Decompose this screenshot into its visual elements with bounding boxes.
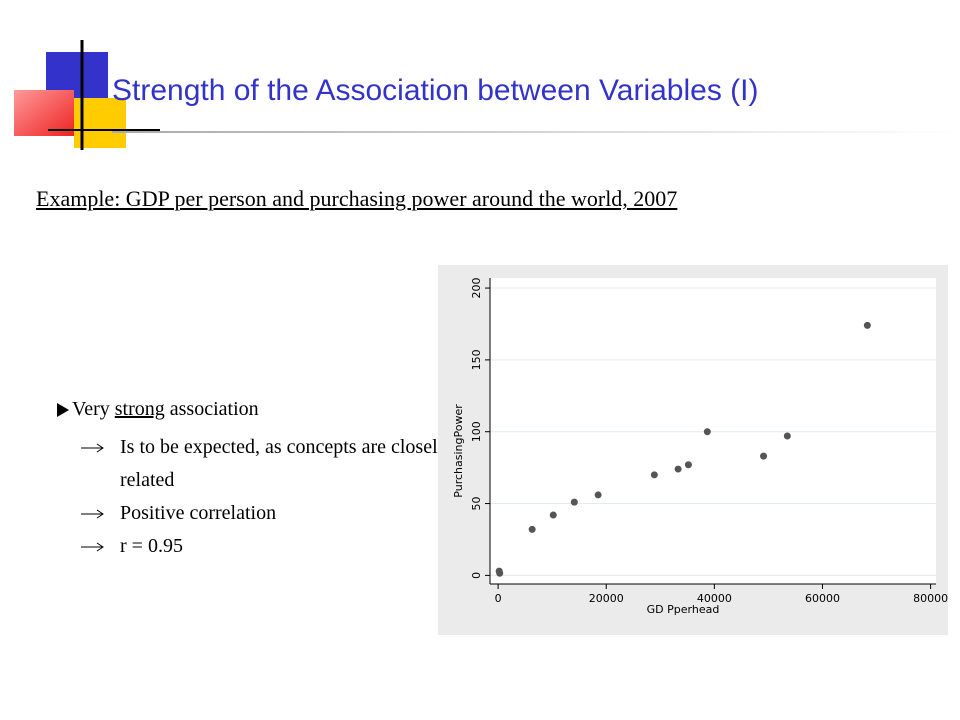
y-tick-label: 150: [470, 349, 483, 370]
y-axis-label: PurchasingPower: [452, 404, 465, 498]
point: [674, 465, 682, 473]
text: Very: [72, 398, 115, 420]
x-tick-label: 0: [495, 592, 502, 605]
x-tick-label: 60000: [805, 592, 840, 605]
subtitle: Example: GDP per person and purchasing p…: [36, 186, 678, 211]
bullet-text: Very strong association: [72, 398, 259, 421]
y-tick-label: 0: [470, 572, 483, 579]
title-rule: [112, 131, 960, 133]
sub-bullet-text: Positive correlation: [120, 502, 277, 524]
sub-bullet-text: Is to be expected, as concepts are close…: [120, 436, 448, 491]
arrow-icon: [81, 542, 104, 552]
point: [684, 461, 692, 469]
chart: 0 50 100 150 200 0 20000 40000 60000 80000 GD Pper…: [438, 265, 948, 635]
sub-bullet-text: r = 0.95: [120, 535, 183, 557]
point: [703, 428, 711, 436]
point: [570, 498, 578, 506]
arrow-icon: [81, 509, 104, 519]
slide-title: Strength of the Association between Vari…: [112, 74, 759, 107]
logo-red: [14, 90, 74, 136]
point: [863, 321, 871, 329]
point: [594, 491, 602, 499]
point: [549, 511, 557, 519]
x-axis-label: GD Pperhead: [647, 603, 720, 616]
x-tick-label: 80000: [913, 592, 948, 605]
point: [496, 569, 504, 577]
y-tick-label: 50: [470, 497, 483, 511]
arrow-icon: [81, 443, 104, 453]
bullet-icon: [57, 403, 69, 417]
x-tick-label: 40000: [697, 592, 732, 605]
point: [528, 525, 536, 533]
x-tick-label: 20000: [589, 592, 624, 605]
logo: [14, 40, 960, 150]
y-tick-label: 100: [470, 421, 483, 442]
point: [783, 432, 791, 440]
point: [760, 452, 768, 460]
plot-area: [490, 278, 936, 584]
point: [650, 471, 658, 479]
y-tick-label: 200: [470, 278, 483, 299]
text: association: [164, 398, 259, 420]
text: strong: [114, 398, 165, 420]
